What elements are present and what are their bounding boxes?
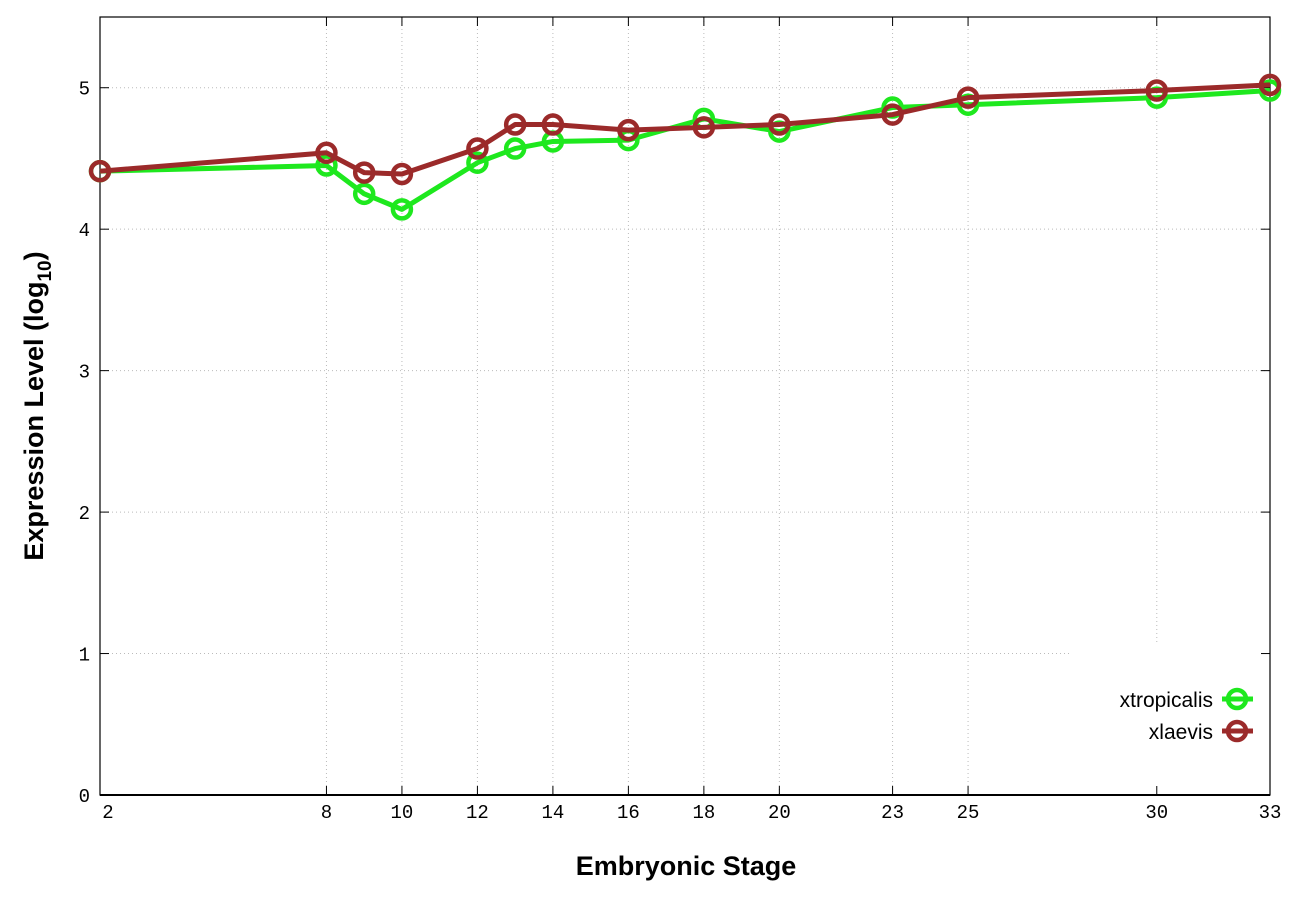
data-point (315, 154, 338, 177)
legend-label: xlaevis (1149, 721, 1213, 744)
x-tick-label: 8 (321, 802, 332, 824)
data-point (768, 113, 791, 136)
x-tick-label: 30 (1145, 802, 1168, 824)
data-point (466, 137, 489, 160)
data-point (390, 198, 414, 221)
y-axis-label: Expression Level (log10) (19, 251, 56, 560)
legend-background (1072, 642, 1269, 794)
data-point (88, 159, 112, 183)
x-tick-label: 10 (391, 802, 414, 824)
x-tick-label: 23 (881, 802, 904, 824)
x-tick-label: 2 (102, 802, 113, 824)
series-line (99, 88, 1271, 212)
y-tick-label: 4 (79, 220, 90, 242)
y-tick-label: 2 (79, 503, 90, 525)
data-point (390, 162, 414, 186)
series-group (88, 73, 1282, 221)
data-point (503, 137, 527, 160)
data-point (1258, 73, 1282, 97)
y-tick-label: 0 (79, 786, 90, 808)
x-tick-label: 12 (466, 802, 489, 824)
data-point (503, 113, 527, 136)
x-tick-label: 20 (768, 802, 791, 824)
data-point (692, 116, 716, 139)
y-tick-label: 1 (79, 645, 90, 667)
y-tick-label: 5 (79, 79, 90, 101)
data-point (352, 161, 376, 184)
series-xtropicalis (88, 79, 1282, 221)
data-point (1145, 79, 1169, 102)
x-tick-label: 33 (1259, 802, 1282, 824)
legend-marker (1225, 687, 1249, 711)
data-point (956, 86, 980, 109)
legend-label: xtropicalis (1120, 689, 1213, 712)
data-point (315, 141, 338, 165)
data-point (466, 151, 489, 174)
data-point (541, 113, 565, 136)
x-tick-label: 25 (957, 802, 980, 824)
legend: xtropicalis xlaevis (1120, 687, 1253, 744)
x-tick-label: 16 (617, 802, 640, 824)
series-xlaevis (88, 73, 1282, 186)
grid (100, 17, 1270, 795)
x-tick-label: 18 (692, 802, 715, 824)
legend-marker (1225, 719, 1249, 743)
data-point (352, 182, 376, 206)
data-point (881, 103, 904, 126)
x-axis-label: Embryonic Stage (576, 851, 797, 881)
data-point (617, 118, 640, 142)
series-line (99, 82, 1271, 177)
y-tick-label: 3 (79, 362, 90, 384)
x-tick-label: 14 (541, 802, 564, 824)
